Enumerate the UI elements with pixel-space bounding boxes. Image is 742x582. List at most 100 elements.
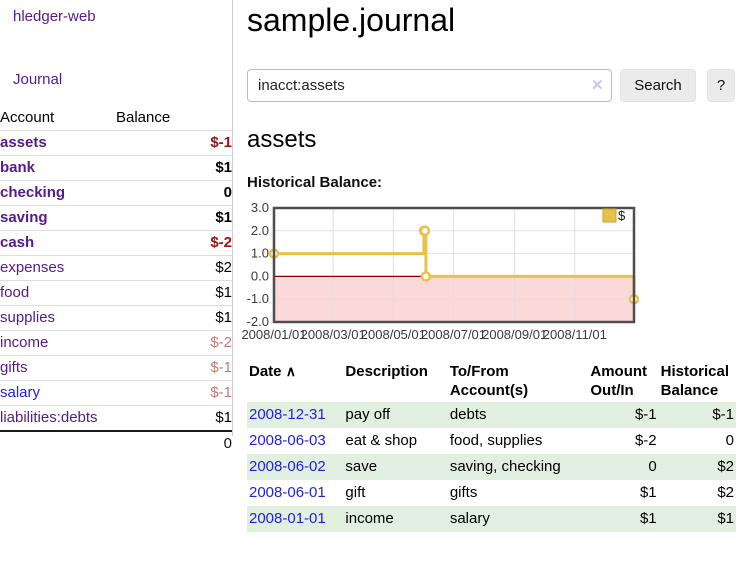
transaction-date-link[interactable]: 2008-06-02: [249, 458, 326, 475]
transaction-description: gift: [345, 484, 366, 501]
account-link-salary[interactable]: salary: [0, 384, 41, 401]
account-link-supplies[interactable]: supplies: [0, 309, 56, 326]
account-balance: 0: [223, 184, 232, 201]
svg-text:3.0: 3.0: [251, 200, 269, 215]
account-balance: $1: [215, 409, 232, 426]
transaction-description: save: [345, 458, 378, 475]
svg-text:2008/05/01: 2008/05/01: [361, 327, 426, 342]
sort-ascending-icon: ∧: [285, 363, 296, 379]
account-balance: $1: [215, 159, 232, 176]
account-link-expenses[interactable]: expenses: [0, 259, 65, 276]
transaction-amount: $1: [639, 510, 657, 527]
transaction-balance: $1: [717, 510, 734, 527]
accounts-total-row: 0: [0, 431, 232, 456]
account-balance: $-1: [210, 134, 232, 151]
svg-text:0.0: 0.0: [251, 268, 269, 283]
transaction-date-link[interactable]: 2008-01-01: [249, 510, 326, 527]
transaction-date-link[interactable]: 2008-06-01: [249, 484, 326, 501]
chart-title: Historical Balance:: [247, 174, 383, 191]
svg-text:2008/03/01: 2008/03/01: [301, 327, 366, 342]
account-row-salary: salary $-1: [0, 380, 232, 406]
transaction-amount: $-1: [634, 406, 657, 423]
svg-text:2008/11/01: 2008/11/01: [543, 327, 607, 342]
historical-balance-chart: $3.0 2.0 1.0 0.0 -1.0 -2.0 2008/01/01 2008/03/0…: [240, 200, 640, 350]
clear-search-icon[interactable]: ✕: [591, 77, 604, 94]
transaction-accounts: saving, checking: [449, 458, 561, 475]
transaction-accounts: debts: [449, 406, 487, 423]
account-row-gifts: gifts $-1: [0, 355, 232, 381]
register-row: 2008-06-02 save saving, checking 0 $2: [247, 454, 736, 480]
transaction-balance: 0: [725, 432, 734, 449]
account-balance: $-2: [210, 334, 232, 351]
account-row-saving: saving $1: [0, 205, 232, 231]
accounts-total-value: 0: [223, 435, 232, 452]
account-link-income[interactable]: income: [0, 334, 49, 351]
register-row: 2008-06-01 gift gifts $1 $2: [247, 480, 736, 506]
transaction-date-link[interactable]: 2008-06-03: [249, 432, 326, 449]
transaction-accounts: food, supplies: [449, 432, 543, 449]
register-header-balance: Historical Balance: [660, 363, 730, 399]
account-row-supplies: supplies $1: [0, 305, 232, 331]
transaction-amount: 0: [648, 458, 657, 475]
register-header-row: Date ∧ Description To/From Account(s) Am…: [247, 360, 736, 402]
svg-text:2008/07/01: 2008/07/01: [421, 327, 486, 342]
account-link-cash[interactable]: cash: [0, 234, 35, 251]
search-button[interactable]: Search: [620, 69, 696, 102]
register-header-description: Description: [345, 363, 428, 380]
accounts-table-header: Account Balance: [0, 106, 232, 131]
account-link-assets[interactable]: assets: [0, 134, 47, 151]
account-row-checking: checking 0: [0, 180, 232, 206]
search-input[interactable]: [247, 69, 612, 102]
help-button[interactable]: ?: [707, 69, 735, 102]
svg-text:-1.0: -1.0: [247, 291, 269, 306]
account-link-gifts[interactable]: gifts: [0, 359, 28, 376]
register-table: Date ∧ Description To/From Account(s) Am…: [247, 360, 736, 532]
accounts-table: Account Balance assets $-1 bank $1 check…: [0, 106, 232, 456]
transaction-description: eat & shop: [345, 432, 418, 449]
register-header-date[interactable]: Date ∧: [249, 363, 296, 380]
sidebar-divider: [232, 0, 233, 436]
main-content: sample.journal ✕ Search ? assets Histori…: [240, 0, 742, 582]
transaction-date-link[interactable]: 2008-12-31: [249, 406, 326, 423]
transaction-balance: $2: [717, 484, 734, 501]
svg-text:$: $: [618, 208, 626, 223]
account-row-liabilities-debts: liabilities:debts $1: [0, 405, 232, 432]
register-header-accounts: To/From Account(s): [449, 363, 529, 399]
account-link-bank[interactable]: bank: [0, 159, 36, 176]
account-link-checking[interactable]: checking: [0, 184, 66, 201]
account-balance: $2: [215, 259, 232, 276]
transaction-description: pay off: [345, 406, 391, 423]
account-row-bank: bank $1: [0, 155, 232, 181]
transaction-balance: $2: [717, 458, 734, 475]
account-row-food: food $1: [0, 280, 232, 306]
register-row: 2008-06-03 eat & shop food, supplies $-2…: [247, 428, 736, 454]
svg-text:1.0: 1.0: [251, 246, 269, 261]
account-link-saving[interactable]: saving: [0, 209, 48, 226]
transaction-accounts: salary: [449, 510, 490, 527]
account-link-liabilities-debts[interactable]: liabilities:debts: [0, 409, 98, 426]
svg-text:2008/01/01: 2008/01/01: [241, 327, 306, 342]
search-bar: ✕ Search ?: [247, 69, 742, 103]
transaction-balance: $-1: [712, 406, 734, 423]
account-row-cash: cash $-2: [0, 230, 232, 256]
svg-text:2008/09/01: 2008/09/01: [482, 327, 547, 342]
svg-text:2.0: 2.0: [251, 223, 269, 238]
register-row: 2008-01-01 income salary $1 $1: [247, 506, 736, 532]
account-balance: $-2: [210, 234, 232, 251]
account-row-assets: assets $-1: [0, 130, 232, 156]
brand-link[interactable]: hledger-web: [13, 8, 96, 25]
account-row-income: income $-2: [0, 330, 232, 356]
account-balance: $-1: [210, 384, 232, 401]
transaction-amount: $1: [639, 484, 657, 501]
accounts-header-balance: Balance: [116, 109, 171, 126]
accounts-header-account: Account: [0, 109, 55, 126]
register-header-amount: Amount Out/In: [590, 363, 648, 399]
account-row-expenses: expenses $2: [0, 255, 232, 281]
page-title: sample.journal: [247, 2, 456, 38]
chart-canvas: $3.0 2.0 1.0 0.0 -1.0 -2.02008/01/012008/03/0…: [241, 200, 640, 342]
account-balance: $-1: [210, 359, 232, 376]
transaction-description: income: [345, 510, 394, 527]
sidebar-item-journal[interactable]: Journal: [13, 71, 63, 88]
account-link-food[interactable]: food: [0, 284, 30, 301]
transaction-amount: $-2: [634, 432, 657, 449]
